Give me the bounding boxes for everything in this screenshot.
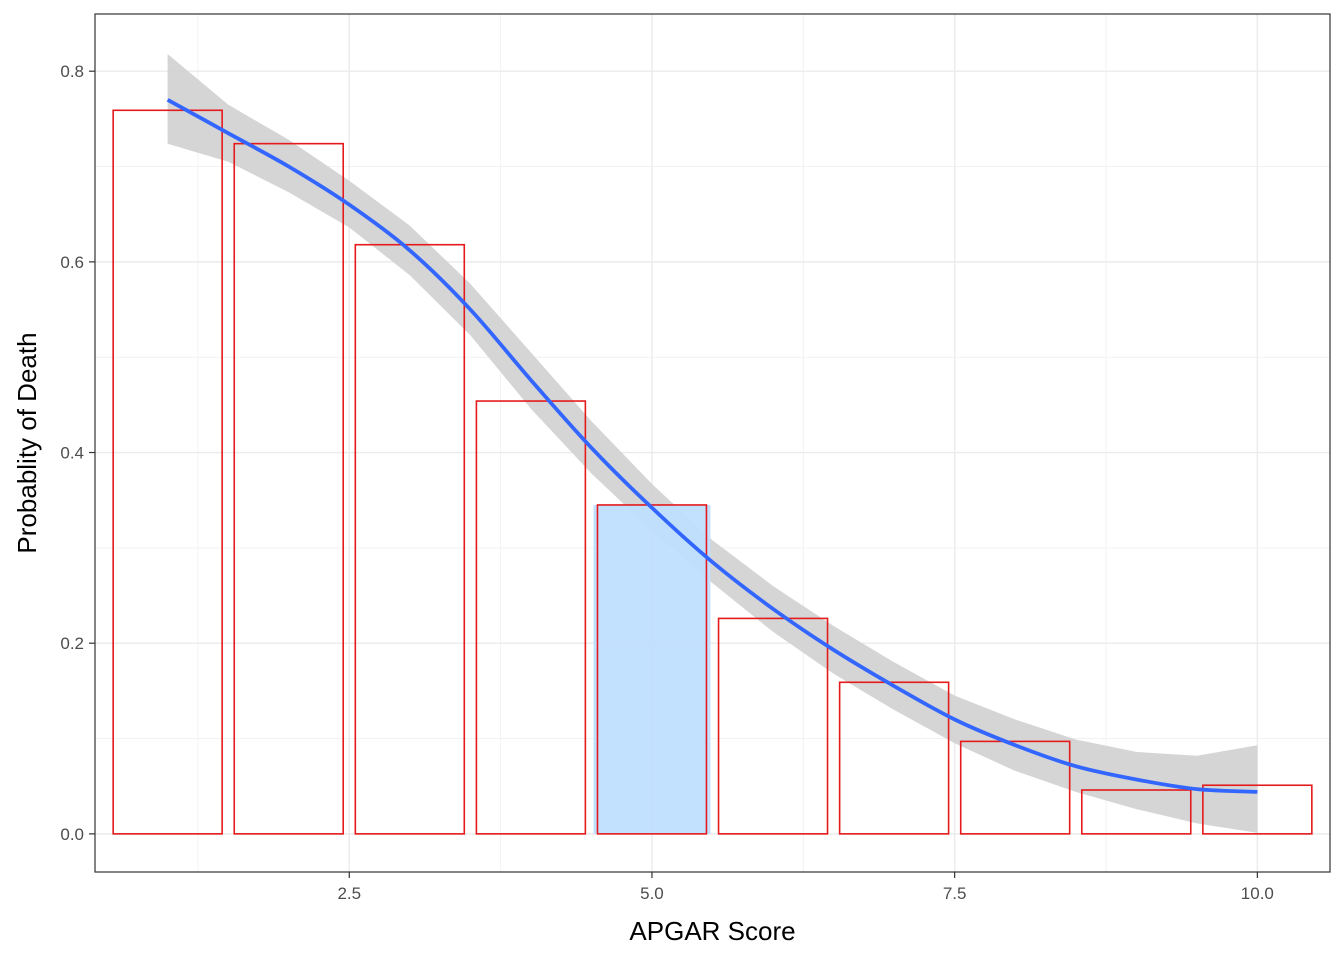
bar-apgar-9 (1080, 789, 1192, 835)
confidence-band-area (167, 54, 1258, 833)
y-tick-label: 0.0 (60, 825, 84, 844)
bar-apgar-10 (1202, 784, 1313, 835)
x-tick-label: 7.5 (943, 884, 967, 903)
bar-apgar-2 (233, 142, 345, 835)
confidence-band (167, 54, 1258, 833)
panel-border (94, 13, 1331, 873)
y-tick-label: 0.2 (60, 634, 84, 653)
bar-apgar-7 (838, 681, 950, 835)
x-tick-label: 5.0 (640, 884, 664, 903)
y-tick-label: 0.6 (60, 253, 84, 272)
smooth-line-layer (166, 98, 1258, 794)
bars (112, 109, 1313, 835)
bar-apgar-1 (112, 109, 223, 835)
highlighted-bar-fill (593, 504, 711, 834)
bar-apgar-6 (717, 617, 829, 835)
x-axis-title: APGAR Score (629, 916, 795, 946)
x-tick-label: 2.5 (337, 884, 361, 903)
smooth-line (166, 98, 1258, 794)
x-axis-ticks: 2.5 5.0 7.5 10.0 (337, 872, 1274, 903)
y-tick-label: 0.8 (60, 62, 84, 81)
y-axis-title: Probablity of Death (12, 332, 42, 553)
x-tick-label: 10.0 (1241, 884, 1274, 903)
bar-apgar-8 (959, 740, 1071, 835)
highlight-layer (593, 504, 711, 834)
bar-apgar-5 (596, 504, 708, 835)
bar-apgar-3 (354, 243, 466, 835)
y-tick-label: 0.4 (60, 444, 84, 463)
bar-apgar-4 (475, 400, 587, 835)
y-axis-ticks: 0.0 0.2 0.4 0.6 0.8 (60, 62, 95, 844)
